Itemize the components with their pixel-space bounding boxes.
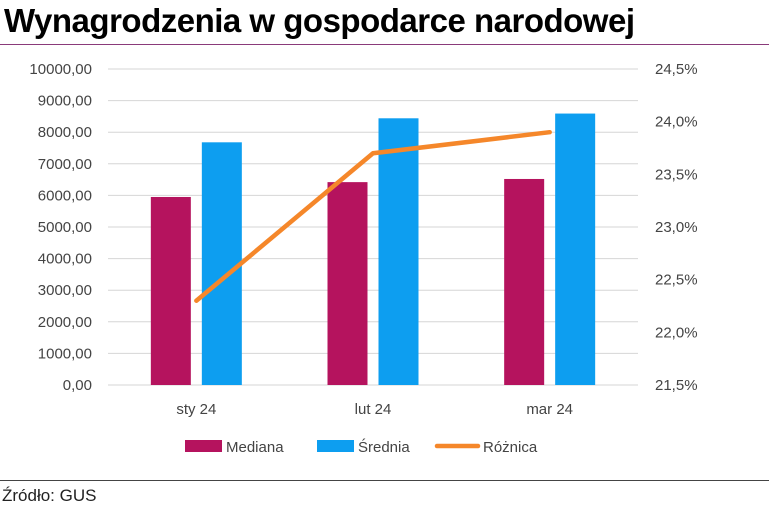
legend-roznica-label: Różnica xyxy=(483,439,538,456)
right-tick-label: 24,5% xyxy=(655,61,698,78)
left-tick-label: 2000,00 xyxy=(38,314,92,331)
left-tick-label: 1000,00 xyxy=(38,345,92,362)
right-tick-label: 21,5% xyxy=(655,377,698,394)
left-axis-ticks: 0,00 1000,00 2000,00 3000,00 4000,00 5000,00 6… xyxy=(29,61,92,394)
left-tick-label: 0,00 xyxy=(63,377,92,394)
left-tick-label: 10000,00 xyxy=(29,61,92,78)
source-note: Źródło: GUS xyxy=(2,486,97,505)
bar-mediana-2 xyxy=(504,178,545,385)
bar-mediana-1 xyxy=(327,182,368,385)
line-roznica xyxy=(194,129,552,303)
line-series xyxy=(194,129,552,303)
bar-srednia-1 xyxy=(378,118,419,386)
gridlines xyxy=(108,68,638,386)
left-tick-label: 3000,00 xyxy=(38,282,92,299)
bars xyxy=(150,113,596,386)
footer-divider xyxy=(0,480,769,481)
legend-mediana-swatch xyxy=(185,440,222,452)
legend-srednia-swatch xyxy=(317,440,354,452)
bar-mediana-0 xyxy=(150,196,191,385)
left-tick-label: 4000,00 xyxy=(38,251,92,268)
right-axis-ticks: 21,5% 22,0% 22,5% 23,0% 23,5% 24,0% 24,5% xyxy=(655,61,698,394)
chart-title: Wynagrodzenia w gospodarce narodowej xyxy=(4,2,635,39)
left-tick-label: 5000,00 xyxy=(38,219,92,236)
right-tick-label: 23,0% xyxy=(655,219,698,236)
left-tick-label: 8000,00 xyxy=(38,124,92,141)
category-labels: sty 24 lut 24 mar 24 xyxy=(176,401,573,418)
title-divider xyxy=(0,44,769,45)
legend-srednia-label: Średnia xyxy=(358,438,410,456)
category-label: lut 24 xyxy=(355,401,392,418)
chart-area: 0,00 1000,00 2000,00 3000,00 4000,00 5000,00 6… xyxy=(29,61,698,456)
left-tick-label: 7000,00 xyxy=(38,156,92,173)
legend-mediana-label: Mediana xyxy=(226,439,284,456)
right-tick-label: 22,5% xyxy=(655,272,698,289)
bar-srednia-2 xyxy=(555,113,596,385)
left-tick-label: 9000,00 xyxy=(38,93,92,110)
right-tick-label: 24,0% xyxy=(655,114,698,131)
legend: Mediana Średnia Różnica xyxy=(185,438,538,456)
right-tick-label: 23,5% xyxy=(655,166,698,183)
category-label: mar 24 xyxy=(526,401,573,418)
left-tick-label: 6000,00 xyxy=(38,187,92,204)
category-label: sty 24 xyxy=(176,401,216,418)
bar-srednia-0 xyxy=(201,142,242,385)
right-tick-label: 22,0% xyxy=(655,324,698,341)
